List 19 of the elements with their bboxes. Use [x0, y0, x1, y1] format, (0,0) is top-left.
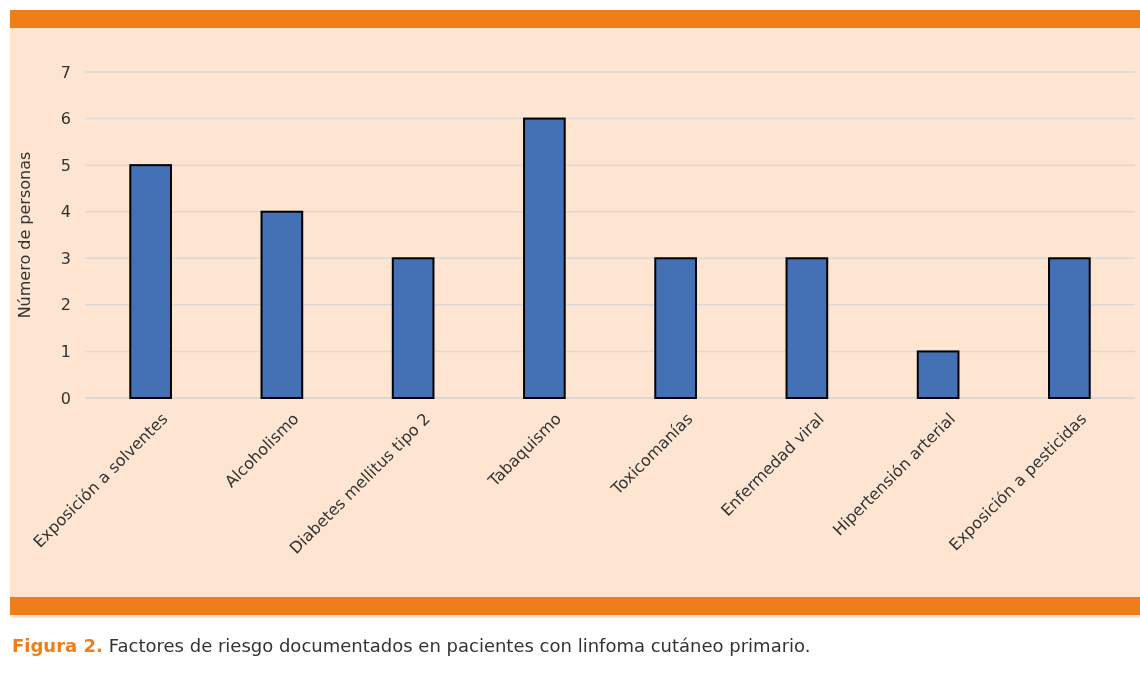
bar — [916, 350, 960, 399]
y-tick-label: 3 — [60, 248, 71, 268]
y-tick-label: 6 — [60, 109, 71, 129]
text: Factores de riesgo documentados en pacientes con linfoma cutáneo primario. — [108, 635, 811, 656]
bar — [391, 257, 435, 399]
bar — [1048, 257, 1091, 399]
bar — [129, 164, 172, 399]
y-tick-label: 0 — [60, 388, 71, 408]
y-tick-label: 1 — [60, 342, 71, 362]
y-tick-label: 7 — [60, 62, 71, 82]
bar — [523, 117, 566, 399]
y-tick-label: 4 — [60, 202, 71, 222]
y-tick-label: 5 — [60, 155, 71, 175]
bar — [654, 257, 697, 399]
y-axis-title: Número de personas — [15, 151, 34, 319]
bar — [260, 210, 304, 399]
y-tick-label: 2 — [60, 295, 71, 315]
text: Figura 2. — [12, 635, 103, 656]
bar — [785, 257, 829, 399]
